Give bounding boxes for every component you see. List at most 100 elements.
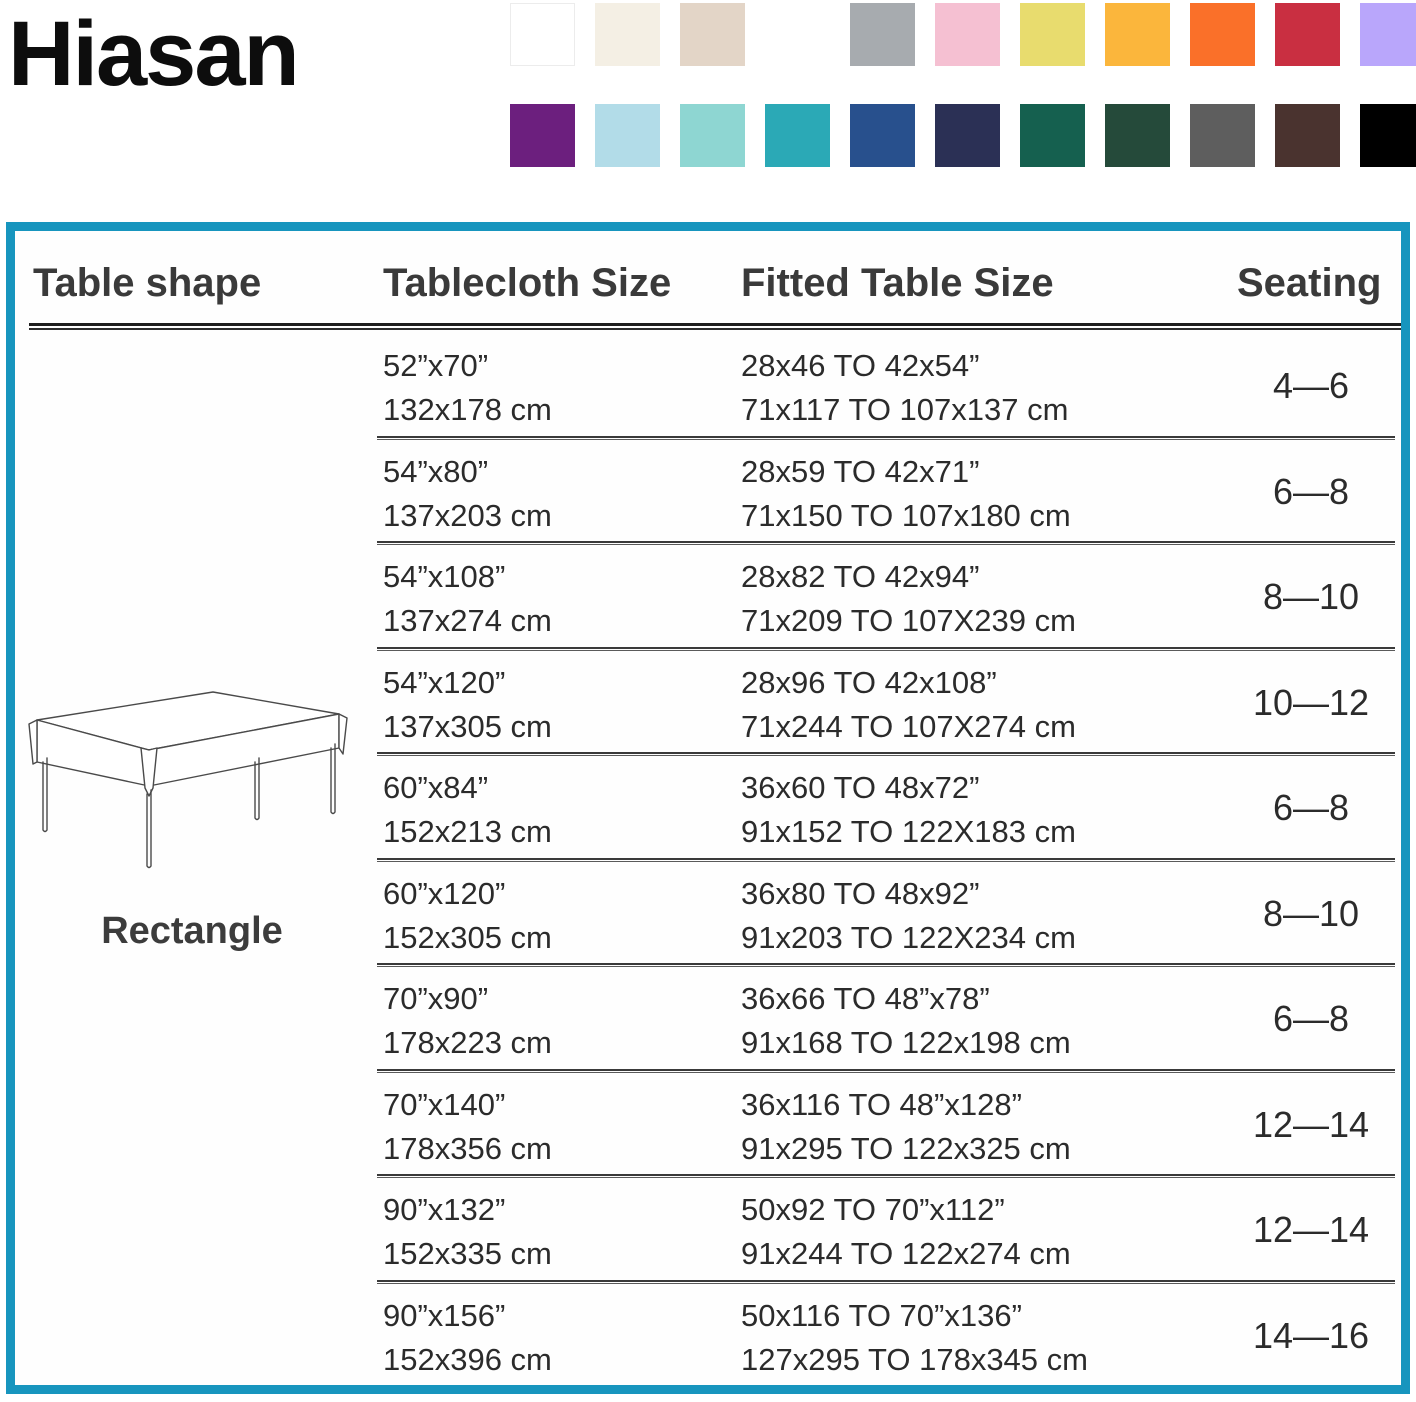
column-header-seating: Seating — [1237, 261, 1382, 305]
cell-seating: 12—14 — [1252, 1209, 1370, 1250]
cell-fitted-table-size: 36x60 TO 48x72” 91x152 TO 122X183 cm — [741, 766, 1076, 854]
swatch-white — [510, 3, 575, 66]
swatch-aqua — [680, 104, 745, 167]
tablecloth-size-cm: 152x396 cm — [383, 1341, 552, 1377]
cell-tablecloth-size: 90”x156” 152x396 cm — [383, 1294, 552, 1382]
row-divider — [377, 1279, 1395, 1284]
tablecloth-size-inches: 70”x140” — [383, 1086, 506, 1122]
color-swatch-panel — [510, 3, 1416, 205]
table-shape-column: Rectangle — [15, 330, 369, 1385]
tablecloth-size-inches: 52”x70” — [383, 348, 489, 383]
rectangle-table-illustration — [23, 678, 353, 878]
swatch-row-2 — [510, 104, 1416, 167]
cell-seating: 6—8 — [1272, 787, 1350, 828]
row-divider — [377, 752, 1395, 756]
table-row: 90”x156” 152x396 cm 50x116 TO 70”x136” 1… — [15, 1279, 1401, 1386]
fitted-size-cm: 71x117 TO 107x137 cm — [741, 392, 1069, 428]
row-divider — [377, 963, 1395, 967]
swatch-navy-blue — [850, 104, 915, 167]
cell-seating: 6—8 — [1272, 470, 1350, 512]
tablecloth-size-cm: 152x305 cm — [383, 919, 552, 955]
cell-fitted-table-size: 28x96 TO 42x108” 71x244 TO 107X274 cm — [741, 661, 1076, 749]
tablecloth-size-inches: 60”x84” — [383, 770, 489, 805]
swatch-row-1 — [510, 3, 1416, 66]
table-row: 70”x140” 178x356 cm 36x116 TO 48”x128” 9… — [15, 1068, 1401, 1175]
swatch-lavender — [1360, 3, 1416, 66]
tablecloth-size-inches: 54”x80” — [383, 453, 489, 489]
table-row: 90”x132” 152x335 cm 50x92 TO 70”x112” 91… — [15, 1174, 1401, 1280]
swatch-purple — [510, 104, 575, 167]
table-shape-label: Rectangle — [101, 910, 283, 952]
fitted-size-inches: 50x92 TO 70”x112” — [741, 1192, 1005, 1227]
table-header-row: Table shape Tablecloth Size Fitted Table… — [15, 231, 1401, 330]
swatch-charcoal-gray — [1190, 104, 1255, 167]
swatch-light-blue — [595, 104, 660, 167]
header-divider — [29, 323, 1401, 330]
cell-fitted-table-size: 28x82 TO 42x94” 71x209 TO 107X239 cm — [741, 555, 1076, 643]
row-divider — [377, 541, 1395, 545]
table-rows: 52”x70” 132x178 cm 28x46 TO 42x54” 71x11… — [15, 330, 1401, 1385]
fitted-size-cm: 91x295 TO 122x325 cm — [741, 1130, 1071, 1166]
cell-seating: 12—14 — [1252, 1103, 1370, 1145]
cell-tablecloth-size: 52”x70” 132x178 cm — [383, 344, 552, 432]
cell-fitted-table-size: 36x80 TO 48x92” 91x203 TO 122X234 cm — [741, 872, 1076, 960]
cell-seating: 4—6 — [1272, 365, 1350, 406]
tablecloth-size-cm: 137x203 cm — [383, 497, 552, 533]
cell-fitted-table-size: 36x66 TO 48”x78” 91x168 TO 122x198 cm — [741, 977, 1071, 1065]
fitted-size-inches: 28x59 TO 42x71” — [741, 453, 980, 489]
fitted-size-cm: 91x203 TO 122X234 cm — [741, 919, 1076, 955]
table-row: 54”x80” 137x203 cm 28x59 TO 42x71” 71x15… — [15, 435, 1401, 542]
fitted-size-cm: 71x209 TO 107X239 cm — [741, 603, 1076, 639]
row-divider — [377, 1068, 1395, 1073]
tablecloth-size-cm: 137x305 cm — [383, 708, 552, 744]
brand-logo: Hiasan — [8, 3, 300, 105]
swatch-dark-green — [1105, 104, 1170, 167]
swatch-brown — [1275, 104, 1340, 167]
swatch-pink — [935, 3, 1000, 66]
cell-fitted-table-size: 50x116 TO 70”x136” 127x295 TO 178x345 cm — [741, 1294, 1088, 1382]
swatch-ivory — [595, 3, 660, 66]
fitted-size-inches: 36x66 TO 48”x78” — [741, 981, 990, 1016]
tablecloth-size-cm: 178x356 cm — [383, 1130, 552, 1166]
cell-fitted-table-size: 28x59 TO 42x71” 71x150 TO 107x180 cm — [741, 450, 1071, 538]
fitted-size-inches: 36x60 TO 48x72” — [741, 770, 980, 805]
cell-tablecloth-size: 70”x140” 178x356 cm — [383, 1083, 552, 1171]
cell-seating: 8—10 — [1262, 576, 1360, 617]
swatch-emerald-green — [1020, 104, 1085, 167]
fitted-size-inches: 36x80 TO 48x92” — [741, 875, 980, 911]
table-row: 52”x70” 132x178 cm 28x46 TO 42x54” 71x11… — [15, 330, 1401, 436]
column-header-fitted-table-size: Fitted Table Size — [741, 261, 1054, 305]
column-header-tablecloth-size: Tablecloth Size — [383, 261, 672, 305]
swatch-silver-gray — [850, 3, 915, 66]
tablecloth-size-cm: 152x213 cm — [383, 814, 552, 850]
tablecloth-size-inches: 54”x108” — [383, 559, 506, 594]
cell-tablecloth-size: 70”x90” 178x223 cm — [383, 977, 552, 1065]
swatch-dark-navy — [935, 104, 1000, 167]
cell-tablecloth-size: 90”x132” 152x335 cm — [383, 1188, 552, 1276]
cell-fitted-table-size: 36x116 TO 48”x128” 91x295 TO 122x325 cm — [741, 1083, 1071, 1171]
cell-tablecloth-size: 60”x120” 152x305 cm — [383, 872, 552, 960]
tablecloth-size-cm: 152x335 cm — [383, 1236, 552, 1272]
fitted-size-inches: 36x116 TO 48”x128” — [741, 1086, 1022, 1122]
swatch-gold — [1105, 3, 1170, 66]
table-row: 60”x84” 152x213 cm 36x60 TO 48x72” 91x15… — [15, 752, 1401, 858]
tablecloth-size-cm: 178x223 cm — [383, 1025, 552, 1061]
fitted-size-cm: 91x168 TO 122x198 cm — [741, 1025, 1071, 1061]
size-chart-frame: Table shape Tablecloth Size Fitted Table… — [6, 222, 1410, 1394]
cell-fitted-table-size: 28x46 TO 42x54” 71x117 TO 107x137 cm — [741, 344, 1068, 432]
fitted-size-inches: 28x82 TO 42x94” — [741, 559, 980, 594]
cell-tablecloth-size: 54”x108” 137x274 cm — [383, 555, 552, 643]
fitted-size-cm: 127x295 TO 178x345 cm — [741, 1341, 1088, 1377]
tablecloth-size-inches: 90”x156” — [383, 1297, 506, 1333]
tablecloth-size-cm: 137x274 cm — [383, 603, 552, 639]
fitted-size-cm: 71x150 TO 107x180 cm — [741, 497, 1071, 533]
header-band: Hiasan — [0, 0, 1416, 200]
row-divider — [377, 435, 1395, 440]
cell-seating: 14—16 — [1252, 1314, 1370, 1356]
table-row: 54”x120” 137x305 cm 28x96 TO 42x108” 71x… — [15, 646, 1401, 753]
cell-seating: 8—10 — [1262, 892, 1360, 934]
table-row: 70”x90” 178x223 cm 36x66 TO 48”x78” 91x1… — [15, 963, 1401, 1069]
swatch-beige — [680, 3, 745, 66]
swatch-orange — [1190, 3, 1255, 66]
tablecloth-size-cm: 132x178 cm — [383, 392, 552, 428]
